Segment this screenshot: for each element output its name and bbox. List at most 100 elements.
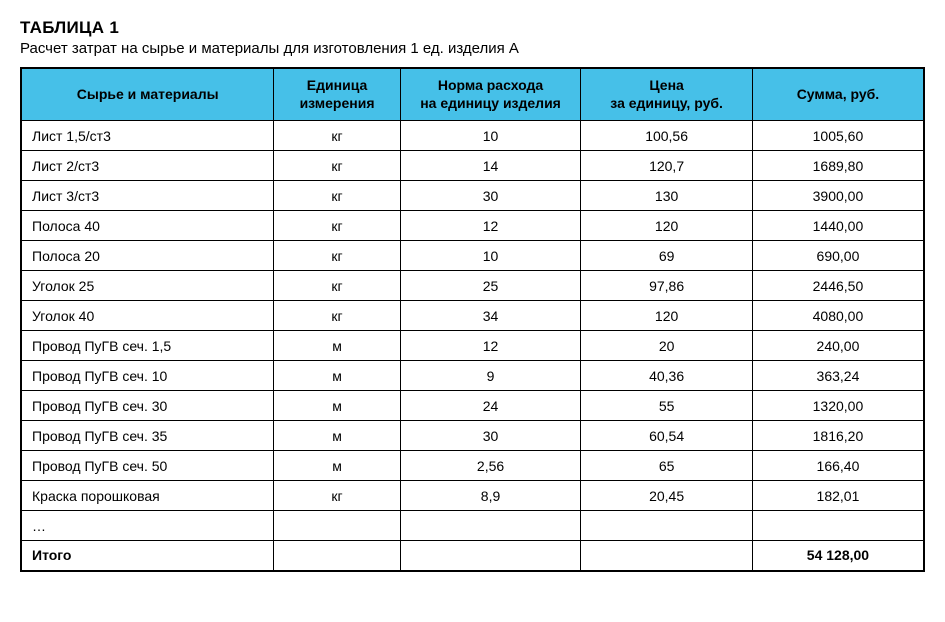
table-cell: 2446,50 — [752, 271, 924, 301]
table-cell — [400, 511, 581, 541]
table-cell: м — [274, 421, 400, 451]
table-cell: 1816,20 — [752, 421, 924, 451]
table-cell: Полоса 20 — [21, 241, 274, 271]
table-cell — [581, 511, 753, 541]
table-caption: Расчет затрат на сырье и материалы для и… — [20, 40, 925, 57]
table-row: Уголок 40кг341204080,00 — [21, 301, 924, 331]
table-row: Провод ПуГВ сеч. 30м24551320,00 — [21, 391, 924, 421]
table-cell: 100,56 — [581, 121, 753, 151]
table-cell: 8,9 — [400, 481, 581, 511]
table-row: Краска порошковаякг8,920,45182,01 — [21, 481, 924, 511]
table-cell: 55 — [581, 391, 753, 421]
table-cell: 3900,00 — [752, 181, 924, 211]
table-cell: Уголок 25 — [21, 271, 274, 301]
table-cell: 20,45 — [581, 481, 753, 511]
table-cell: 60,54 — [581, 421, 753, 451]
table-total-cell — [400, 541, 581, 571]
table-cell: 9 — [400, 361, 581, 391]
table-cell: Полоса 40 — [21, 211, 274, 241]
table-row: Полоса 20кг1069690,00 — [21, 241, 924, 271]
table-cell: 240,00 — [752, 331, 924, 361]
table-body: Лист 1,5/ст3кг10100,561005,60Лист 2/ст3к… — [21, 121, 924, 571]
table-cell: 1320,00 — [752, 391, 924, 421]
table-cell: кг — [274, 241, 400, 271]
table-cell: 20 — [581, 331, 753, 361]
table-cell: 182,01 — [752, 481, 924, 511]
table-cell: Провод ПуГВ сеч. 1,5 — [21, 331, 274, 361]
table-cell: кг — [274, 181, 400, 211]
col-header-unit: Единицаизмерения — [274, 68, 400, 121]
table-cell: 2,56 — [400, 451, 581, 481]
table-cell: кг — [274, 211, 400, 241]
table-cell: Провод ПуГВ сеч. 35 — [21, 421, 274, 451]
table-row: Полоса 40кг121201440,00 — [21, 211, 924, 241]
table-total-cell: Итого — [21, 541, 274, 571]
table-cell: 69 — [581, 241, 753, 271]
table-cell: 1440,00 — [752, 211, 924, 241]
table-cell: 30 — [400, 181, 581, 211]
table-cell: 4080,00 — [752, 301, 924, 331]
table-row: Провод ПуГВ сеч. 10м940,36363,24 — [21, 361, 924, 391]
materials-table: Сырье и материалы Единицаизмерения Норма… — [20, 67, 925, 572]
table-cell — [274, 511, 400, 541]
table-cell: 1689,80 — [752, 151, 924, 181]
table-cell: 1005,60 — [752, 121, 924, 151]
table-header-row: Сырье и материалы Единицаизмерения Норма… — [21, 68, 924, 121]
table-cell: 12 — [400, 211, 581, 241]
table-cell: 120,7 — [581, 151, 753, 181]
table-row: Лист 3/ст3кг301303900,00 — [21, 181, 924, 211]
table-cell: 120 — [581, 301, 753, 331]
table-cell: кг — [274, 271, 400, 301]
table-cell: Провод ПуГВ сеч. 50 — [21, 451, 274, 481]
table-row: Лист 2/ст3кг14120,71689,80 — [21, 151, 924, 181]
table-cell: 120 — [581, 211, 753, 241]
table-cell: м — [274, 361, 400, 391]
table-cell: 166,40 — [752, 451, 924, 481]
table-cell: 363,24 — [752, 361, 924, 391]
table-cell: кг — [274, 121, 400, 151]
table-cell: кг — [274, 151, 400, 181]
col-header-norm: Норма расходана единицу изделия — [400, 68, 581, 121]
col-header-sum: Сумма, руб. — [752, 68, 924, 121]
table-row: Провод ПуГВ сеч. 35м3060,541816,20 — [21, 421, 924, 451]
table-cell: 14 — [400, 151, 581, 181]
table-cell: 10 — [400, 241, 581, 271]
table-row: … — [21, 511, 924, 541]
table-cell: Краска порошковая — [21, 481, 274, 511]
table-cell: 130 — [581, 181, 753, 211]
table-cell: 24 — [400, 391, 581, 421]
table-row: Уголок 25кг2597,862446,50 — [21, 271, 924, 301]
table-cell: м — [274, 391, 400, 421]
table-cell: 10 — [400, 121, 581, 151]
col-header-material: Сырье и материалы — [21, 68, 274, 121]
table-cell: Уголок 40 — [21, 301, 274, 331]
table-total-cell: 54 128,00 — [752, 541, 924, 571]
col-header-price: Ценаза единицу, руб. — [581, 68, 753, 121]
table-cell: Провод ПуГВ сеч. 30 — [21, 391, 274, 421]
table-cell: 690,00 — [752, 241, 924, 271]
table-cell: 34 — [400, 301, 581, 331]
table-cell: … — [21, 511, 274, 541]
table-cell: м — [274, 451, 400, 481]
table-cell: Провод ПуГВ сеч. 10 — [21, 361, 274, 391]
table-cell: 97,86 — [581, 271, 753, 301]
table-cell: м — [274, 331, 400, 361]
table-cell: 40,36 — [581, 361, 753, 391]
table-cell: 65 — [581, 451, 753, 481]
table-row: Провод ПуГВ сеч. 50м2,5665166,40 — [21, 451, 924, 481]
table-cell: 30 — [400, 421, 581, 451]
table-row: Лист 1,5/ст3кг10100,561005,60 — [21, 121, 924, 151]
table-cell — [752, 511, 924, 541]
table-cell: кг — [274, 301, 400, 331]
table-row: Провод ПуГВ сеч. 1,5м1220240,00 — [21, 331, 924, 361]
table-cell: Лист 2/ст3 — [21, 151, 274, 181]
table-number: ТАБЛИЦА 1 — [20, 18, 925, 38]
table-cell: Лист 1,5/ст3 — [21, 121, 274, 151]
table-cell: 25 — [400, 271, 581, 301]
table-cell: кг — [274, 481, 400, 511]
table-total-cell — [274, 541, 400, 571]
table-cell: Лист 3/ст3 — [21, 181, 274, 211]
table-total-cell — [581, 541, 753, 571]
table-cell: 12 — [400, 331, 581, 361]
table-total-row: Итого 54 128,00 — [21, 541, 924, 571]
